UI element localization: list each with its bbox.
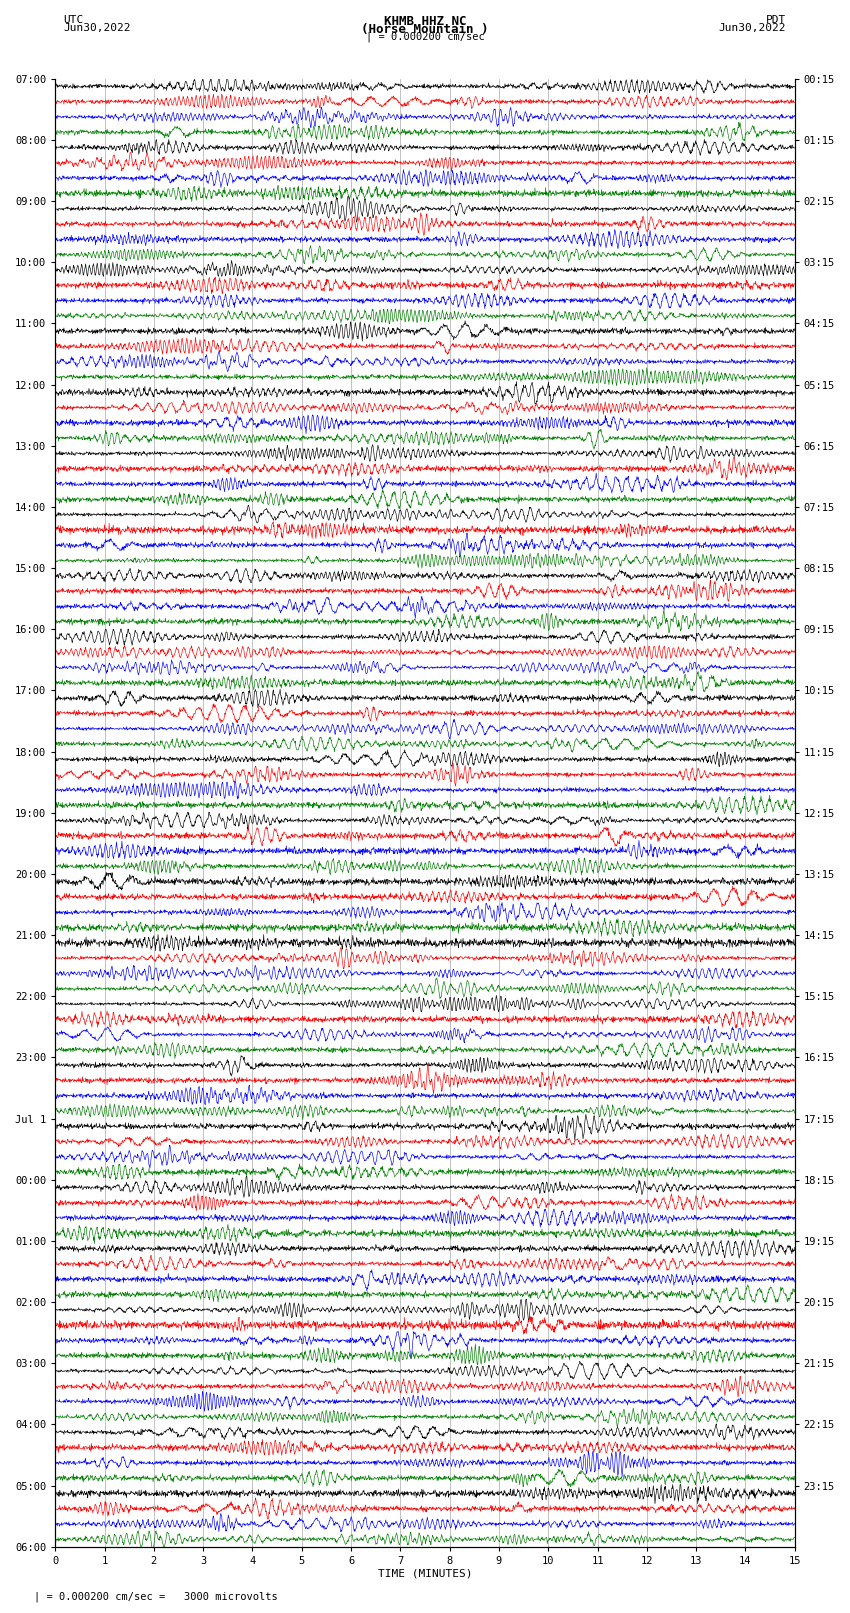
Text: | = 0.000200 cm/sec =   3000 microvolts: | = 0.000200 cm/sec = 3000 microvolts xyxy=(34,1590,278,1602)
Text: KHMB HHZ NC: KHMB HHZ NC xyxy=(383,16,467,29)
Text: Jun30,2022: Jun30,2022 xyxy=(64,23,131,32)
Text: UTC: UTC xyxy=(64,16,84,26)
Text: Jun30,2022: Jun30,2022 xyxy=(719,23,786,32)
Text: (Horse Mountain ): (Horse Mountain ) xyxy=(361,24,489,37)
Text: PDT: PDT xyxy=(766,16,786,26)
Text: | = 0.000200 cm/sec: | = 0.000200 cm/sec xyxy=(366,31,484,42)
X-axis label: TIME (MINUTES): TIME (MINUTES) xyxy=(377,1569,473,1579)
